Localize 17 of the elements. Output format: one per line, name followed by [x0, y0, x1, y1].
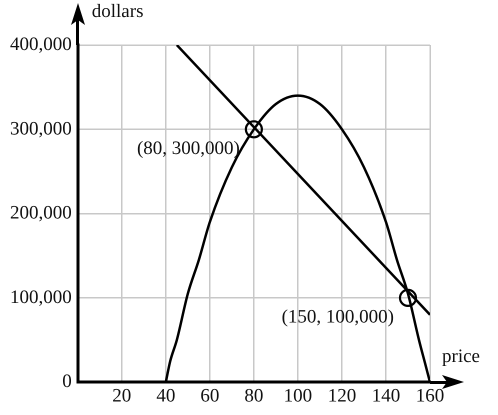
y-axis-title: dollars [92, 1, 144, 23]
x-tick-label: 160 [416, 386, 444, 407]
annotation: (150, 100,000) [282, 306, 394, 328]
y-tick-label: 200,000 [10, 202, 72, 224]
x-axis-title: price [442, 346, 480, 368]
x-tick-label: 100 [284, 386, 312, 407]
x-tick-label: 60 [200, 386, 220, 407]
y-tick-label: 0 [62, 371, 72, 392]
x-tick-label: 120 [328, 386, 356, 407]
annotation: (80, 300,000) [136, 138, 240, 159]
x-tick-label: 140 [372, 386, 400, 407]
x-tick-label: 20 [112, 386, 132, 407]
x-tick-label: 80 [244, 386, 264, 407]
x-tick-label: 40 [156, 386, 176, 407]
y-tick-label: 300,000 [10, 118, 72, 140]
y-tick-label: 400,000 [10, 34, 72, 55]
y-tick-label: 100,000 [10, 286, 72, 308]
